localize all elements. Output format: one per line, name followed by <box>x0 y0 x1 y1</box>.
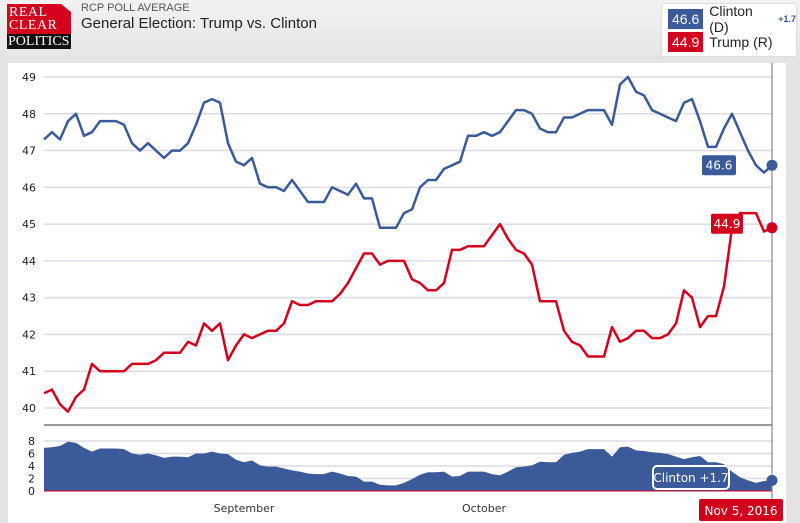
y-tick-label: 44 <box>22 255 36 268</box>
clinton-line <box>43 75 773 230</box>
header: REAL CLEAR POLITICS RCP POLL AVERAGE Gen… <box>0 0 800 57</box>
spread-y-tick-label: 6 <box>28 448 35 461</box>
spread-y-tick-label: 4 <box>28 460 35 473</box>
y-tick-label: 46 <box>22 181 36 194</box>
legend-item-clinton[interactable]: 46.6 Clinton (D) +1.7 <box>668 3 796 35</box>
y-tick-label: 41 <box>22 365 36 378</box>
spread-y-tick-label: 0 <box>28 485 35 498</box>
logo-line3: POLITICS <box>8 34 70 49</box>
trump-tooltip-box <box>711 213 743 234</box>
spread-marker <box>766 474 778 486</box>
y-tick-label: 40 <box>22 402 36 415</box>
chart-area[interactable]: 40 41 42 43 44 45 46 47 48 49 0 2 4 6 8 September Octobe… <box>8 63 786 523</box>
clinton-tooltip-text: 46.6 <box>706 158 733 172</box>
legend-name-clinton: Clinton (D) <box>709 3 753 35</box>
trump-tooltip-text: 44.9 <box>714 217 741 231</box>
y-tick-label: 42 <box>22 328 36 341</box>
date-tooltip-text: Nov 5, 2016 <box>704 504 777 518</box>
logo-black-block <box>7 34 71 49</box>
legend-name-trump: Trump (R) <box>709 34 773 50</box>
y-tick-label: 48 <box>22 108 36 121</box>
spread-tooltip-text: Clinton +1.7 <box>653 471 728 485</box>
legend: 46.6 Clinton (D) +1.7 44.9 Trump (R) <box>661 3 797 57</box>
x-tick-label: September <box>214 502 275 515</box>
y-tick-label: 43 <box>22 292 36 305</box>
clinton-tooltip-box <box>702 155 736 176</box>
legend-value-trump: 44.9 <box>668 32 704 52</box>
y-tick-label: 45 <box>22 218 36 231</box>
y-tick-label: 49 <box>22 71 36 84</box>
spread-tooltip-box <box>652 465 730 490</box>
trump-line <box>43 211 773 413</box>
legend-spread: +1.7 <box>778 14 796 24</box>
realclearpolitics-logo[interactable]: REAL CLEAR POLITICS <box>7 4 71 49</box>
clinton-marker <box>766 159 778 171</box>
spread-y-tick-label: 2 <box>28 473 35 486</box>
date-tooltip-box <box>699 499 783 521</box>
legend-value-clinton: 46.6 <box>668 9 704 29</box>
logo-red-block <box>7 4 71 34</box>
spread-y-tick-label: 8 <box>28 435 35 448</box>
logo-line2: CLEAR <box>9 18 58 33</box>
chart-title: General Election: Trump vs. Clinton <box>81 15 317 32</box>
legend-item-trump[interactable]: 44.9 Trump (R) <box>668 32 773 52</box>
chart-subtitle: RCP POLL AVERAGE <box>81 2 190 14</box>
y-tick-label: 47 <box>22 145 36 158</box>
logo-line1: REAL <box>9 5 48 20</box>
spread-area <box>44 441 772 491</box>
x-tick-label: October <box>462 502 506 515</box>
trump-marker <box>766 222 778 234</box>
